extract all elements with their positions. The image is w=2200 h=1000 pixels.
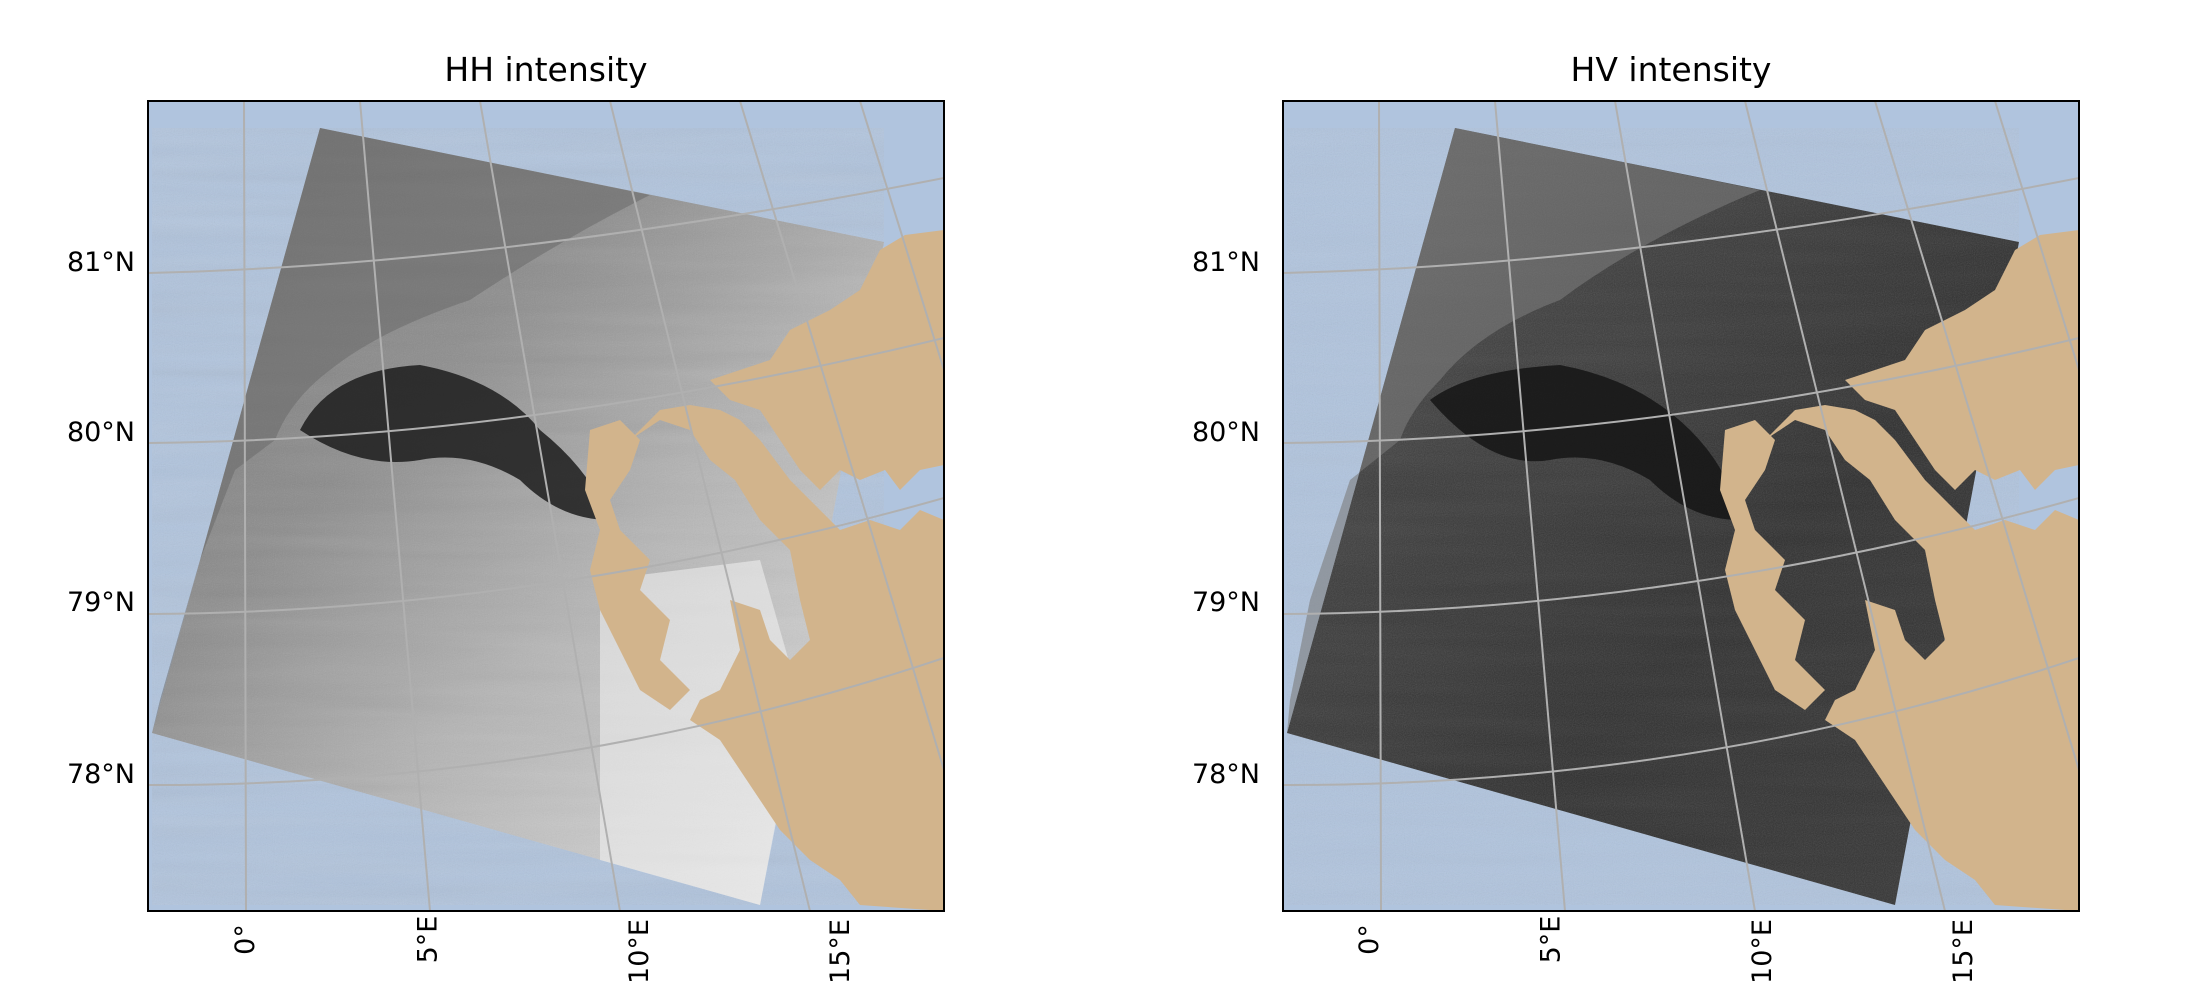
panel-title-hh: HH intensity <box>444 50 648 89</box>
lat-label-79: 79°N <box>66 587 135 618</box>
map-panel-hh <box>148 101 944 911</box>
lat-label-78: 78°N <box>66 759 135 790</box>
lat-label-80: 80°N <box>1191 417 1260 448</box>
land-svalbard <box>585 230 944 911</box>
land-svalbard <box>1720 230 2079 911</box>
map-panel-hv <box>1283 101 2079 911</box>
panel-title-hv: HV intensity <box>1570 50 1772 89</box>
lat-label-81: 81°N <box>66 247 135 278</box>
lat-label-78: 78°N <box>1191 759 1260 790</box>
lat-label-81: 81°N <box>1191 247 1260 278</box>
map-frame <box>1282 100 2080 912</box>
lat-label-79: 79°N <box>1191 587 1260 618</box>
map-frame <box>147 100 945 912</box>
lat-label-80: 80°N <box>66 417 135 448</box>
graticule <box>148 101 944 911</box>
graticule <box>1283 101 2079 911</box>
